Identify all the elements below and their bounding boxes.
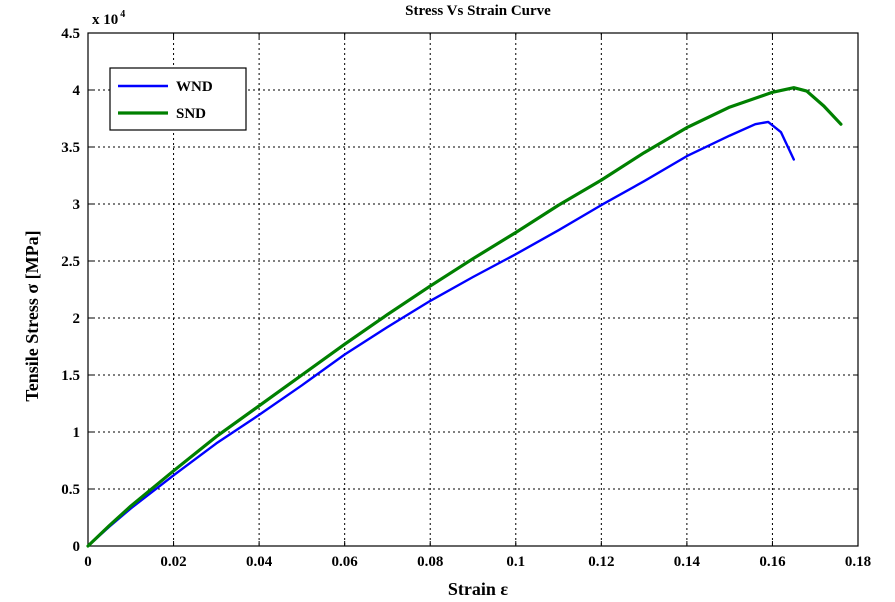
y-tick-label: 2.5 (61, 254, 80, 270)
x-tick-label: 0.12 (588, 554, 614, 570)
axes-frame (87, 32, 859, 547)
x-tick-label: 0.18 (845, 554, 871, 570)
legend-box (109, 67, 247, 131)
y-multiplier: x 10 4 (92, 9, 125, 28)
y-tick-label: 3.5 (61, 140, 80, 156)
y-multiplier-base: x 10 (92, 12, 118, 28)
x-tick-label: 0.1 (506, 554, 525, 570)
y-tick-label: 1.5 (61, 368, 80, 384)
y-tick-label: 1 (73, 425, 81, 441)
y-tick-label: 0.5 (61, 482, 80, 498)
legend-label-snd: SND (176, 106, 206, 122)
legend-label-wnd: WND (176, 79, 213, 95)
y-tick-label: 4 (73, 83, 81, 99)
x-tick-label: 0.14 (674, 554, 701, 570)
y-tick-label: 4.5 (61, 26, 80, 42)
x-tick-label: 0.04 (246, 554, 273, 570)
y-multiplier-exponent: 4 (120, 9, 125, 20)
x-tick-label: 0.08 (417, 554, 443, 570)
data-series (86, 86, 843, 548)
legend: WND SND (109, 67, 247, 131)
y-tick-label: 0 (73, 539, 81, 555)
x-tick-label: 0.06 (332, 554, 359, 570)
x-tick-label: 0 (84, 554, 92, 570)
axis-ticks: 0 0.02 0.04 0.06 0.08 0.1 0.12 0.14 0.16 0.18 0 0.5… (61, 26, 871, 570)
y-axis-label: Tensile Stress σ [MPa] (22, 230, 42, 401)
y-tick-label: 2 (73, 311, 81, 327)
x-tick-label: 0.16 (759, 554, 786, 570)
series-line-wnd (86, 120, 795, 548)
chart-title: Stress Vs Strain Curve (405, 3, 551, 19)
x-axis-label: Strain ε (448, 579, 509, 599)
series-line-snd (86, 86, 843, 548)
x-tick-label: 0.02 (160, 554, 186, 570)
grid-lines (88, 33, 858, 546)
y-tick-label: 3 (73, 197, 81, 213)
